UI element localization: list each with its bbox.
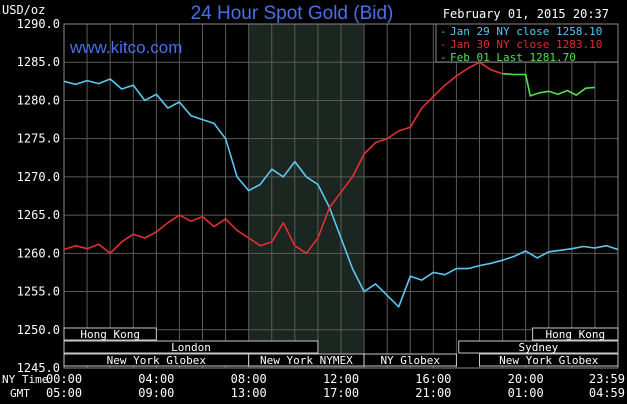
- x-axis-label-gmt: GMT: [10, 387, 30, 400]
- x-tick-label-gmt: 04:59: [589, 386, 625, 400]
- x-tick-label-gmt: 05:00: [46, 386, 82, 400]
- x-tick-label-gmt: 21:00: [415, 386, 451, 400]
- market-session-label: Sydney: [518, 341, 558, 354]
- watermark: www.kitco.com: [69, 38, 182, 57]
- legend-entry-marker: -: [440, 38, 447, 51]
- x-tick-label-ny: 12:00: [323, 372, 359, 386]
- legend-entry: Feb 01 Last 1281.70: [450, 51, 576, 64]
- market-session-bar: [458, 340, 619, 354]
- series-line-jan-30: [63, 61, 503, 255]
- market-session-label: Hong Kong: [545, 328, 605, 341]
- x-tick-label-ny: 04:00: [138, 372, 174, 386]
- x-tick-label-gmt: 17:00: [323, 386, 359, 400]
- x-tick-label-gmt: 13:00: [231, 386, 267, 400]
- y-tick-label: 1280.0: [17, 93, 60, 107]
- market-session-label: New York Globex: [107, 354, 207, 367]
- y-tick-label: 1275.0: [17, 132, 60, 146]
- x-tick-label-ny: 20:00: [508, 372, 544, 386]
- y-tick-label: 1260.0: [17, 246, 60, 260]
- chart-title: 24 Hour Spot Gold (Bid): [191, 3, 394, 24]
- y-tick-label: 1270.0: [17, 170, 60, 184]
- y-tick-label: 1245.0: [17, 361, 60, 375]
- legend-box: [435, 23, 619, 63]
- shaded-session-region: [248, 24, 365, 368]
- market-session-bar: [63, 327, 157, 341]
- plot-frame: [63, 23, 619, 369]
- market-session-label: New York Globex: [499, 354, 599, 367]
- x-tick-label-gmt: 09:00: [138, 386, 174, 400]
- series-line-jan-29: [63, 78, 619, 308]
- x-tick-label-gmt: 01:00: [508, 386, 544, 400]
- y-tick-label: 1255.0: [17, 285, 60, 299]
- series-line-feb-01: [502, 72, 595, 97]
- market-session-label: NY Globex: [380, 354, 440, 367]
- x-axis-label-ny: NY Time: [2, 373, 48, 386]
- y-axis-label: USD/oz: [2, 3, 45, 17]
- market-session-label: London: [171, 341, 211, 354]
- market-session-bar: [63, 340, 319, 354]
- y-tick-label: 1250.0: [17, 323, 60, 337]
- legend-entry: Jan 29 NY close 1258.10: [450, 25, 602, 38]
- timestamp: February 01, 2015 20:37: [443, 7, 609, 21]
- y-tick-label: 1265.0: [17, 208, 60, 222]
- x-tick-label-ny: 08:00: [231, 372, 267, 386]
- market-session-label: New York NYMEX: [260, 354, 353, 367]
- legend-entry-marker: -: [440, 51, 447, 64]
- x-tick-label-ny: 23:59: [589, 372, 625, 386]
- market-session-label: Hong Kong: [80, 328, 140, 341]
- x-tick-label-ny: 00:00: [46, 372, 82, 386]
- y-tick-label: 1290.0: [17, 17, 60, 31]
- market-session-bar: [532, 327, 619, 341]
- x-tick-label-ny: 16:00: [415, 372, 451, 386]
- y-tick-label: 1285.0: [17, 55, 60, 69]
- market-session-bar: [363, 353, 457, 367]
- legend-entry: Jan 30 NY close 1283.10: [450, 38, 602, 51]
- legend-entry-marker: -: [440, 25, 447, 38]
- market-session-bar: [479, 353, 619, 367]
